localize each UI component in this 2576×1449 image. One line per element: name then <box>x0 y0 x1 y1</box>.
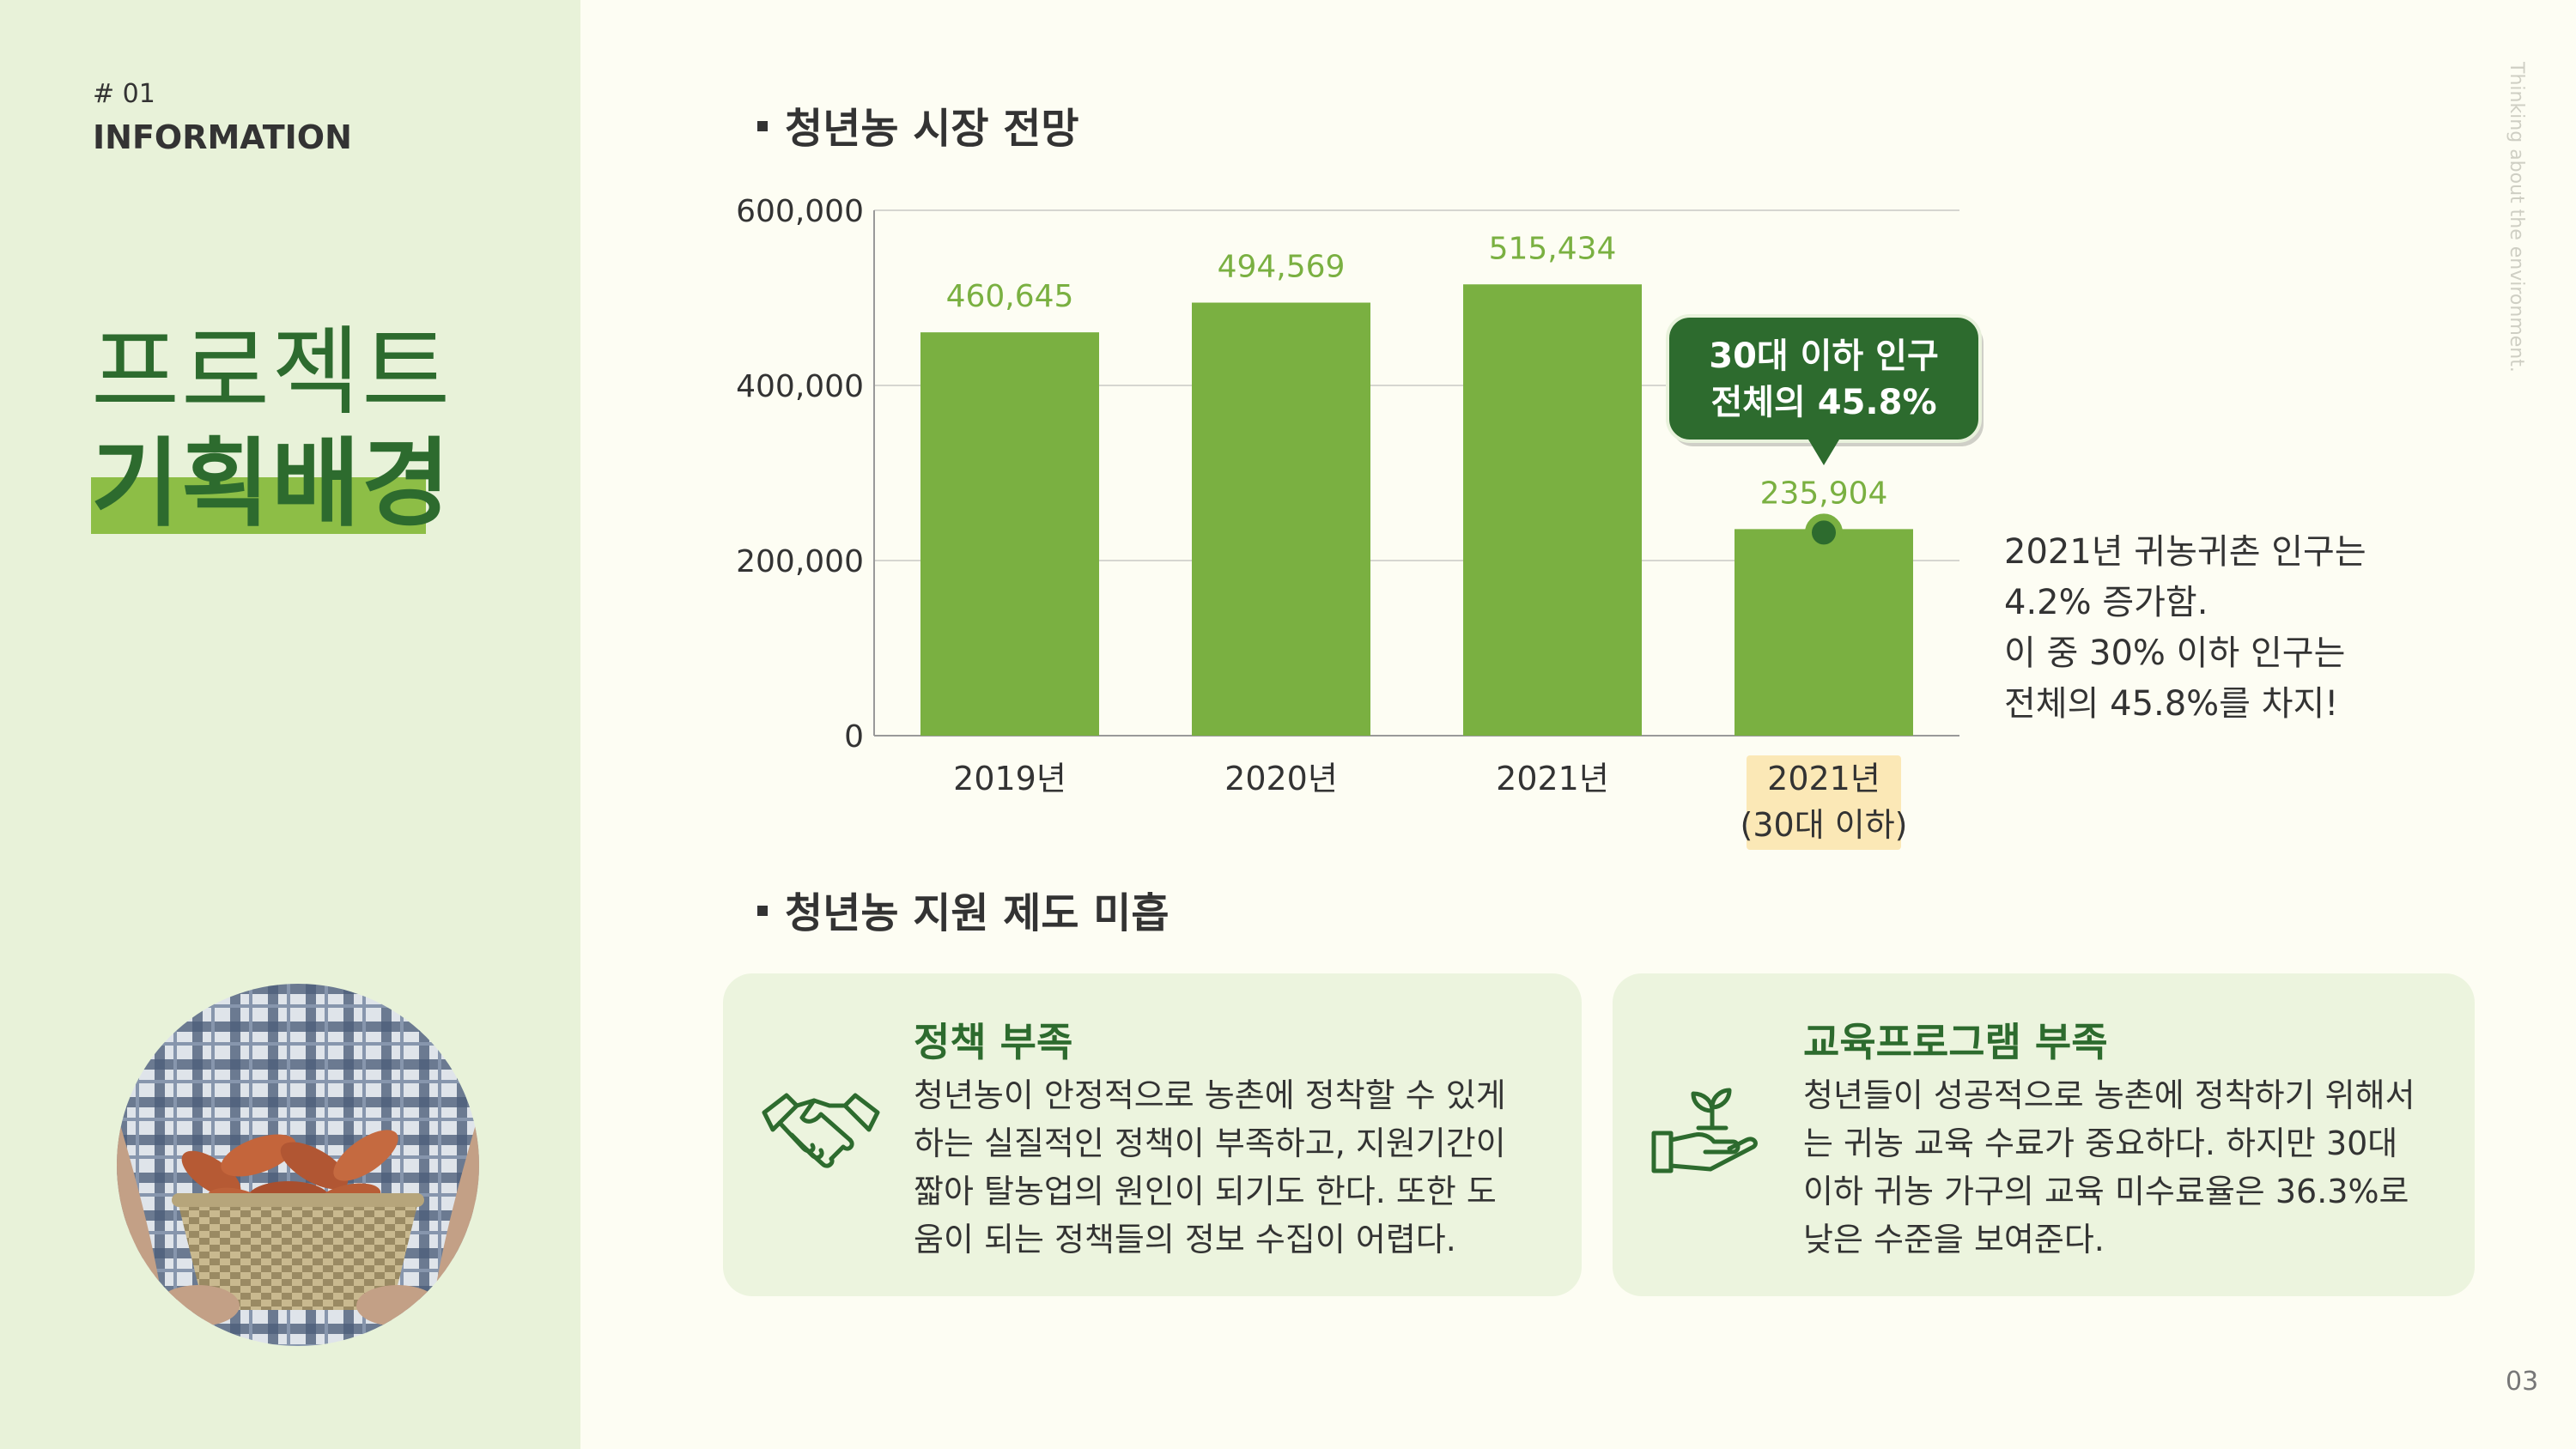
bar <box>920 332 1099 736</box>
callout-line2: 전체의 45.8% <box>1710 383 1936 422</box>
section2-heading: 청년농 지원 제도 미흡 <box>757 879 1170 939</box>
callout-marker <box>1805 513 1843 552</box>
data-label: 515,434 <box>1489 231 1617 266</box>
section2-heading-text: 청년농 지원 제도 미흡 <box>785 889 1170 937</box>
card-policy: 정책 부족 청년농이 안정적으로 농촌에 정착할 수 있게 하는 실질적인 정책… <box>723 973 1582 1296</box>
hand-sprout-icon <box>1650 1085 1762 1178</box>
section1-heading: 청년농 시장 전망 <box>757 94 1079 155</box>
page-title-line2: 기획배경 <box>91 428 453 540</box>
card-body: 청년농이 안정적으로 농촌에 정착할 수 있게 하는 실질적인 정책이 부족하고… <box>914 1071 1566 1264</box>
callout-box <box>1666 314 1982 443</box>
section-label: INFORMATION <box>93 118 352 156</box>
section-number: # 01 <box>93 79 155 109</box>
y-tick-label: 0 <box>844 719 864 755</box>
card-body: 청년들이 성공적으로 농촌에 정착하기 위해서 는 귀농 교육 수료가 중요하다… <box>1803 1071 2456 1264</box>
y-tick-label: 600,000 <box>736 194 864 229</box>
bar <box>1192 302 1370 736</box>
bar-chart: 0 200,000 400,000 600,000 460,645 2019년 494,56… <box>736 194 1984 850</box>
y-tick-label: 200,000 <box>736 544 864 579</box>
callout-pointer <box>1808 440 1839 465</box>
x-tick-label: 2021년 <box>1496 760 1609 797</box>
x-tick-label: (30대 이하) <box>1741 806 1908 844</box>
data-label: 460,645 <box>946 279 1074 314</box>
card-line: 하는 실질적인 정책이 부족하고, 지원기간이 <box>914 1125 1506 1162</box>
card-line: 이하 귀농 가구의 교육 미수료율은 36.3%로 <box>1803 1173 2409 1210</box>
bullet-square-icon <box>757 906 768 916</box>
x-tick-label: 2019년 <box>953 760 1066 797</box>
sweet-potato-basket-photo <box>117 984 479 1346</box>
chart-note: 2021년 귀농귀촌 인구는 4.2% 증가함. 이 중 30% 이하 인구는 … <box>2004 527 2366 730</box>
page-number: 03 <box>2506 1367 2539 1397</box>
card-title: 교육프로그램 부족 <box>1803 1019 2108 1065</box>
page-title-line1: 프로젝트 <box>91 317 453 428</box>
category-highlight <box>1747 755 1901 850</box>
y-tick-label: 400,000 <box>736 369 864 404</box>
title-highlight <box>91 477 426 534</box>
note-line: 4.2% 증가함. <box>2004 583 2208 622</box>
sidebar: # 01 INFORMATION 프로젝트 기획배경 <box>0 0 580 1449</box>
bullet-square-icon <box>757 121 768 131</box>
card-line: 낮은 수준을 보여준다. <box>1803 1221 2105 1258</box>
page-title-line2-wrap: 기획배경 <box>91 428 453 540</box>
note-line: 전체의 45.8%를 차지! <box>2004 684 2339 724</box>
section1-heading-text: 청년농 시장 전망 <box>785 105 1079 153</box>
card-education: 교육프로그램 부족 청년들이 성공적으로 농촌에 정착하기 위해서 는 귀농 교… <box>1613 973 2475 1296</box>
card-title: 정책 부족 <box>914 1019 1073 1065</box>
card-line: 청년농이 안정적으로 농촌에 정착할 수 있게 <box>914 1076 1506 1114</box>
bar <box>1735 529 1913 736</box>
data-label: 235,904 <box>1760 476 1888 511</box>
vertical-caption: Thinking about the environment. <box>2506 62 2527 373</box>
note-line: 이 중 30% 이하 인구는 <box>2004 634 2346 673</box>
card-line: 청년들이 성공적으로 농촌에 정착하기 위해서 <box>1803 1076 2415 1114</box>
data-label: 494,569 <box>1218 250 1346 285</box>
bar <box>1463 284 1642 736</box>
note-line: 2021년 귀농귀촌 인구는 <box>2004 532 2366 572</box>
x-tick-label: 2021년 <box>1767 760 1880 797</box>
handshake-icon <box>761 1080 881 1178</box>
callout-line1: 30대 이하 인구 <box>1709 336 1939 376</box>
x-tick-label: 2020년 <box>1224 760 1338 797</box>
card-line: 움이 되는 정책들의 정보 수집이 어렵다. <box>914 1221 1456 1258</box>
card-line: 는 귀농 교육 수료가 중요하다. 하지만 30대 <box>1803 1125 2398 1162</box>
card-line: 짧아 탈농업의 원인이 되기도 한다. 또한 도 <box>914 1173 1497 1210</box>
